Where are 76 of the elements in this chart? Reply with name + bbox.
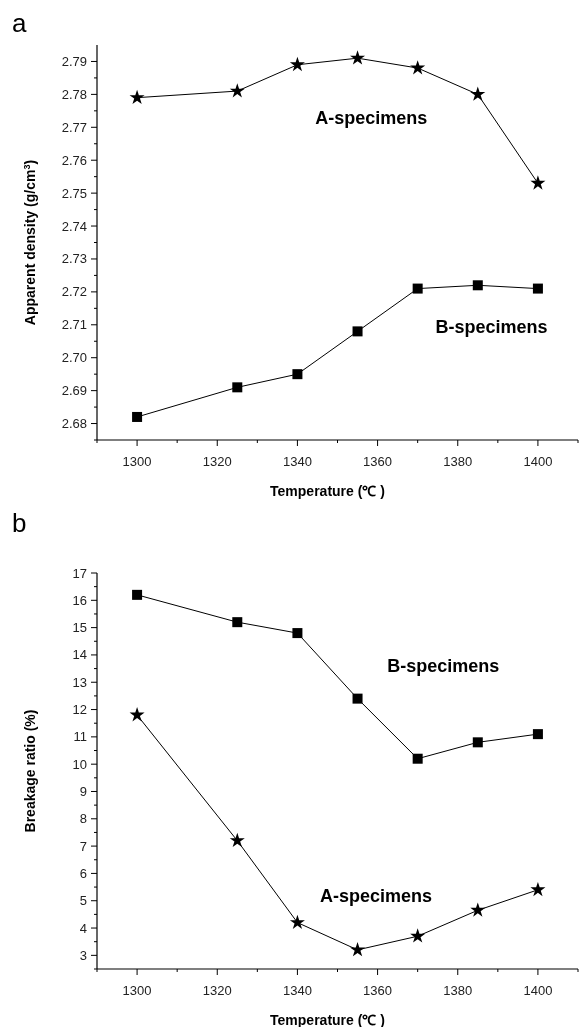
x-tick-label: 1380 xyxy=(443,454,473,469)
point xyxy=(232,382,243,393)
point xyxy=(229,83,245,98)
series-label: B-specimens xyxy=(387,656,500,676)
x-tick-label: 1360 xyxy=(363,983,393,998)
point xyxy=(289,914,305,929)
y-tick-label: 2.74 xyxy=(61,218,87,234)
point xyxy=(132,411,143,422)
series-label: A-specimens xyxy=(315,108,428,128)
point xyxy=(350,50,366,65)
y-tick-label: 8 xyxy=(79,811,87,827)
y-tick-label: 5 xyxy=(79,893,87,909)
y-tick-label: 11 xyxy=(73,729,87,745)
point xyxy=(410,60,426,75)
point xyxy=(412,753,423,764)
x-axis-title: Temperature (℃ ) xyxy=(270,483,385,499)
y-tick-label: 16 xyxy=(72,592,87,608)
point xyxy=(470,902,486,917)
y-tick-label: 2.68 xyxy=(61,416,87,432)
y-tick-label: 3 xyxy=(79,947,87,963)
y-tick-label: 2.78 xyxy=(61,86,87,102)
y-tick-label: 15 xyxy=(72,620,87,636)
x-tick-label: 1400 xyxy=(523,983,553,998)
point xyxy=(472,737,483,748)
y-tick-label: 9 xyxy=(79,783,87,799)
point xyxy=(232,617,243,628)
point xyxy=(530,175,546,190)
point xyxy=(532,283,543,294)
y-axis-title: Breakage ratio (%) xyxy=(22,709,38,833)
point xyxy=(132,589,143,600)
chart-title: b xyxy=(12,508,27,538)
point xyxy=(292,628,303,639)
y-tick-label: 2.73 xyxy=(61,251,87,267)
point xyxy=(470,86,486,101)
y-tick-label: 2.71 xyxy=(61,317,87,333)
point xyxy=(352,326,363,337)
y-tick-label: 2.69 xyxy=(61,383,87,399)
point xyxy=(352,693,363,704)
point xyxy=(289,56,305,72)
point xyxy=(129,707,145,722)
y-tick-label: 6 xyxy=(79,865,87,881)
y-tick-label: 2.76 xyxy=(61,152,87,168)
y-tick-label: 12 xyxy=(72,702,87,718)
x-tick-label: 1380 xyxy=(443,983,473,998)
x-tick-label: 1300 xyxy=(122,454,152,469)
x-tick-label: 1300 xyxy=(122,983,152,998)
y-tick-label: 13 xyxy=(72,674,87,690)
point xyxy=(530,881,546,897)
x-axis-title: Temperature (℃ ) xyxy=(270,1012,385,1027)
point xyxy=(532,729,543,740)
series-label: A-specimens xyxy=(319,885,432,906)
y-tick-label: 2.79 xyxy=(61,53,87,69)
point xyxy=(472,280,483,291)
y-tick-label: 2.72 xyxy=(61,284,87,300)
y-tick-label: 2.77 xyxy=(61,119,87,135)
point xyxy=(410,928,426,943)
y-tick-label: 10 xyxy=(72,756,87,772)
y-tick-label: 14 xyxy=(72,647,87,663)
y-tick-label: 17 xyxy=(72,565,87,581)
point xyxy=(229,832,245,848)
chart-title: a xyxy=(12,8,27,38)
x-tick-label: 1340 xyxy=(282,983,312,998)
y-tick-label: 2.70 xyxy=(61,350,87,366)
y-tick-label: 7 xyxy=(79,838,87,854)
y-tick-label: 4 xyxy=(79,920,87,936)
x-tick-label: 1320 xyxy=(202,983,232,998)
x-tick-label: 1340 xyxy=(282,454,312,469)
point xyxy=(129,89,145,105)
x-tick-label: 1360 xyxy=(363,454,393,469)
x-tick-label: 1400 xyxy=(523,454,553,469)
y-tick-label: 2.75 xyxy=(61,185,87,201)
point xyxy=(350,941,366,957)
series-label: B-specimens xyxy=(435,317,548,338)
point xyxy=(292,369,303,380)
x-tick-label: 1320 xyxy=(202,454,232,469)
point xyxy=(412,283,423,294)
